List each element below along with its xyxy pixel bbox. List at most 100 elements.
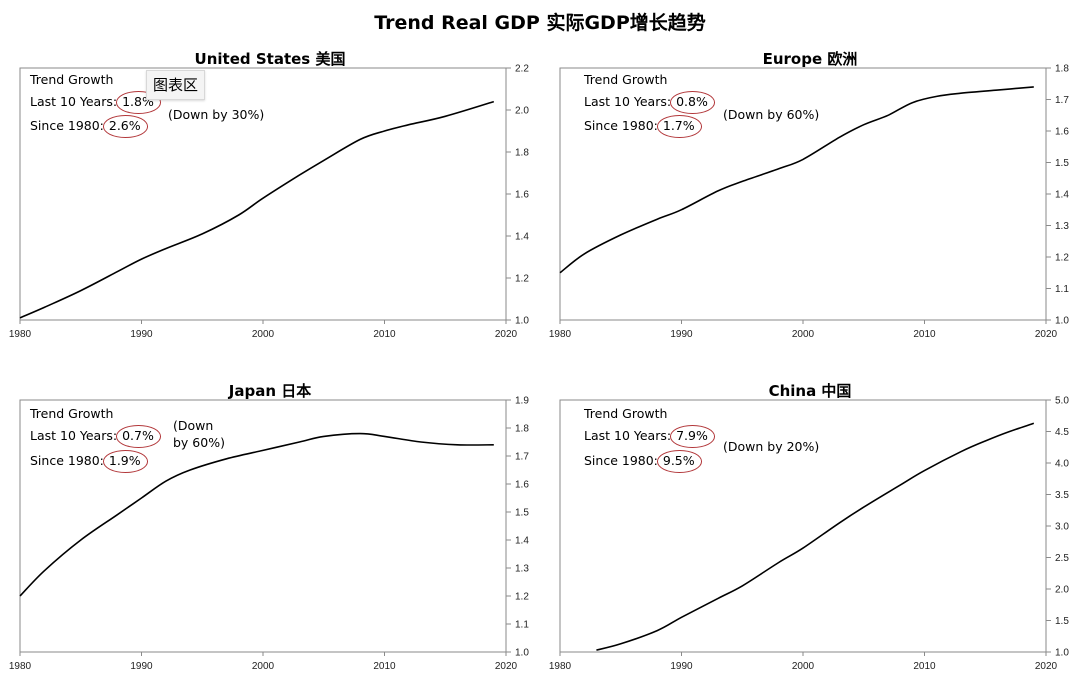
since1980-row: Since 1980: 1.9% xyxy=(30,450,148,472)
chart-panel-us[interactable]: United States 美国 1.0 1.2 1.4 1.6 1.8 2.0 2.2 19… xyxy=(0,44,540,344)
y-tick-label: 1.6 xyxy=(1055,127,1069,138)
since1980-label: Since 1980: xyxy=(30,453,104,468)
x-tick-label: 2010 xyxy=(373,329,396,340)
panel-title: United States 美国 xyxy=(194,50,346,68)
y-tick-label: 1.4 xyxy=(515,232,529,243)
x-tick-label: 1990 xyxy=(130,329,153,340)
series-line xyxy=(596,422,1035,651)
y-tick-label: 1.2 xyxy=(1055,253,1069,264)
x-tick-label: 2020 xyxy=(495,329,518,340)
x-tick-label: 1980 xyxy=(549,329,572,340)
chart-svg: 1.0 1.2 1.4 1.6 1.8 2.0 2.2 1980 1990 2000 2010 202… xyxy=(9,64,529,341)
x-tick-label: 2000 xyxy=(792,661,815,672)
y-tick-label: 4.0 xyxy=(1055,459,1069,470)
panel-title: Japan 日本 xyxy=(228,382,312,400)
y-tick-label: 1.8 xyxy=(515,424,529,435)
y-tick-label: 2.2 xyxy=(515,64,529,75)
panel-title: China 中国 xyxy=(768,382,852,400)
y-tick-label: 1.6 xyxy=(515,190,529,201)
trend-growth-label: Trend Growth xyxy=(584,406,668,421)
y-tick-label: 2.0 xyxy=(1055,585,1069,596)
since1980-value: 1.7% xyxy=(656,115,702,137)
y-tick-label: 1.0 xyxy=(1055,316,1069,327)
chart-panel-china[interactable]: China 中国 1.0 1.5 2.0 2.5 3.0 3.5 4.0 4.5 5.0 1980… xyxy=(540,376,1080,676)
down-note: (Down by 20%) xyxy=(723,439,820,454)
y-tick-label: 1.5 xyxy=(515,508,529,519)
y-tick-label: 1.3 xyxy=(515,564,529,575)
y-tick-label: 1.2 xyxy=(515,274,529,285)
last10-label: Last 10 Years: xyxy=(30,428,118,443)
since1980-value: 2.6% xyxy=(102,115,148,137)
last10-row: Last 10 Years: 7.9% xyxy=(584,425,715,447)
y-tick-label: 1.9 xyxy=(515,396,529,407)
since1980-row: Since 1980: 2.6% xyxy=(30,115,148,137)
y-tick-label: 1.5 xyxy=(1055,158,1069,169)
down-note: (Down by 60%) xyxy=(723,107,820,122)
last10-row: Last 10 Years: 0.7% xyxy=(30,425,161,447)
down-note: (Down by 30%) xyxy=(168,107,265,122)
down-note-line-1: (Down xyxy=(173,418,214,433)
chart-svg: 1.0 1.5 2.0 2.5 3.0 3.5 4.0 4.5 5.0 1980 1990 2000 2… xyxy=(549,396,1069,673)
x-tick-label: 1990 xyxy=(670,661,693,672)
since1980-row: Since 1980: 9.5% xyxy=(584,450,702,472)
series-line xyxy=(559,86,1034,274)
y-tick-label: 4.5 xyxy=(1055,427,1069,438)
trend-growth-label: Trend Growth xyxy=(584,72,668,87)
trend-growth-label: Trend Growth xyxy=(30,72,114,87)
y-tick-label: 1.8 xyxy=(1055,64,1069,75)
chart-svg: 1.0 1.1 1.2 1.3 1.4 1.5 1.6 1.7 1.8 1.9 1980 1990 20… xyxy=(9,396,529,673)
x-tick-label: 2010 xyxy=(373,661,396,672)
x-tick-label: 1980 xyxy=(549,661,572,672)
x-tick-label: 1980 xyxy=(9,329,32,340)
main-title: Trend Real GDP 实际GDP增长趋势 xyxy=(374,12,706,34)
since1980-value: 9.5% xyxy=(656,450,702,472)
x-tick-label: 2020 xyxy=(495,661,518,672)
y-tick-label: 1.7 xyxy=(515,452,529,463)
x-tick-label: 1990 xyxy=(670,329,693,340)
last10-value: 0.8% xyxy=(670,91,715,113)
y-tick-label: 1.0 xyxy=(515,648,529,659)
y-tick-label: 1.3 xyxy=(1055,221,1069,232)
down-note-line-2: by 60%) xyxy=(173,434,225,450)
chart-svg: 1.0 1.1 1.2 1.3 1.4 1.5 1.6 1.7 1.8 1980 1990 2000 2… xyxy=(549,64,1069,341)
y-tick-label: 1.0 xyxy=(515,316,529,327)
x-tick-label: 2010 xyxy=(913,661,936,672)
trend-growth-label: Trend Growth xyxy=(30,406,114,421)
since1980-row: Since 1980: 1.7% xyxy=(584,115,702,137)
x-tick-label: 2000 xyxy=(252,329,275,340)
series-line xyxy=(19,100,495,319)
since1980-value: 1.9% xyxy=(102,450,148,472)
last10-value: 1.8% xyxy=(116,91,161,113)
y-tick-label: 1.5 xyxy=(1055,616,1069,627)
y-tick-label: 1.4 xyxy=(515,536,529,547)
last10-row: Last 10 Years: 0.8% xyxy=(584,91,715,113)
since1980-label: Since 1980: xyxy=(584,453,658,468)
y-tick-label: 3.0 xyxy=(1055,522,1069,533)
y-tick-label: 2.5 xyxy=(1055,553,1069,564)
y-tick-label: 1.7 xyxy=(1055,95,1069,106)
x-tick-label: 1990 xyxy=(130,661,153,672)
last10-label: Last 10 Years: xyxy=(584,94,672,109)
last10-value: 7.9% xyxy=(670,425,715,447)
x-tick-label: 2000 xyxy=(252,661,275,672)
y-tick-label: 1.8 xyxy=(515,148,529,159)
x-tick-label: 2020 xyxy=(1035,329,1058,340)
last10-label: Last 10 Years: xyxy=(584,428,672,443)
y-tick-label: 1.0 xyxy=(1055,648,1069,659)
last10-row: Last 10 Years: 1.8% xyxy=(30,91,161,113)
chart-panel-japan[interactable]: Japan 日本 1.0 1.1 1.2 1.3 1.4 1.5 1.6 1.7 1.8 1.9 1… xyxy=(0,376,540,676)
y-tick-label: 3.5 xyxy=(1055,490,1069,501)
y-tick-label: 1.1 xyxy=(1055,284,1069,295)
y-tick-label: 1.6 xyxy=(515,480,529,491)
y-tick-label: 1.1 xyxy=(515,620,529,631)
y-tick-label: 1.4 xyxy=(1055,190,1069,201)
panel-title: Europe 欧洲 xyxy=(762,50,858,68)
down-note: (Down by 60%) xyxy=(173,418,225,452)
x-tick-label: 1980 xyxy=(9,661,32,672)
chart-panel-europe[interactable]: Europe 欧洲 1.0 1.1 1.2 1.3 1.4 1.5 1.6 1.7 1.8 198… xyxy=(540,44,1080,344)
x-tick-label: 2020 xyxy=(1035,661,1058,672)
x-tick-label: 2010 xyxy=(913,329,936,340)
y-tick-label: 5.0 xyxy=(1055,396,1069,407)
x-tick-label: 2000 xyxy=(792,329,815,340)
since1980-label: Since 1980: xyxy=(584,118,658,133)
